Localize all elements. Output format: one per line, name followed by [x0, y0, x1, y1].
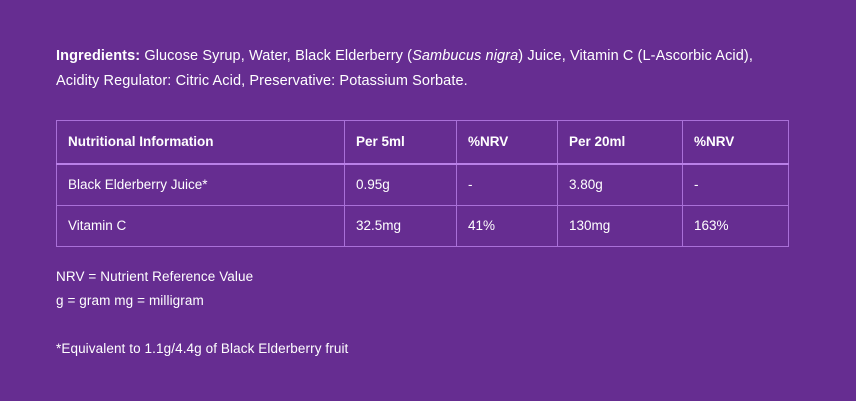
- ingredients-text-after-latin: ) Juice, Vitamin C (L-Ascorbic Acid), Ac…: [56, 48, 753, 89]
- cell-nutrient-name: Vitamin C: [56, 205, 345, 247]
- footnotes: NRV = Nutrient Reference Value g = gram …: [56, 265, 800, 361]
- cell-nrv-20ml: -: [682, 163, 789, 206]
- table-row: Vitamin C 32.5mg 41% 130mg 163%: [56, 205, 789, 247]
- column-header-nutritional-information: Nutritional Information: [56, 120, 345, 165]
- cell-nrv-20ml: 163%: [682, 205, 789, 247]
- column-header-nrv-5ml: %NRV: [456, 120, 558, 165]
- note-equivalent: *Equivalent to 1.1g/4.4g of Black Elderb…: [56, 341, 349, 356]
- ingredients-paragraph: Ingredients: Glucose Syrup, Water, Black…: [56, 40, 796, 94]
- column-header-per-5ml: Per 5ml: [344, 120, 457, 165]
- note-unit-definition: g = gram mg = milligram: [56, 293, 204, 308]
- cell-per-5ml: 0.95g: [344, 163, 457, 206]
- ingredients-text-before-latin: Glucose Syrup, Water, Black Elderberry (: [140, 48, 413, 64]
- nutrition-table: Nutritional Information Per 5ml %NRV Per…: [56, 120, 789, 247]
- cell-nrv-5ml: -: [456, 163, 558, 206]
- table-header: Nutritional Information Per 5ml %NRV Per…: [56, 120, 789, 165]
- column-header-nrv-20ml: %NRV: [682, 120, 789, 165]
- cell-per-5ml: 32.5mg: [344, 205, 457, 247]
- table-body: Black Elderberry Juice* 0.95g - 3.80g - …: [56, 163, 789, 247]
- table-header-row: Nutritional Information Per 5ml %NRV Per…: [56, 120, 789, 165]
- note-nrv-definition: NRV = Nutrient Reference Value: [56, 269, 254, 284]
- ingredients-latin-name: Sambucus nigra: [412, 48, 519, 64]
- cell-per-20ml: 3.80g: [557, 163, 683, 206]
- ingredients-label: Ingredients:: [56, 48, 141, 64]
- cell-nutrient-name: Black Elderberry Juice*: [56, 163, 345, 206]
- table-row: Black Elderberry Juice* 0.95g - 3.80g -: [56, 163, 789, 206]
- cell-nrv-5ml: 41%: [456, 205, 558, 247]
- cell-per-20ml: 130mg: [557, 205, 683, 247]
- column-header-per-20ml: Per 20ml: [557, 120, 683, 165]
